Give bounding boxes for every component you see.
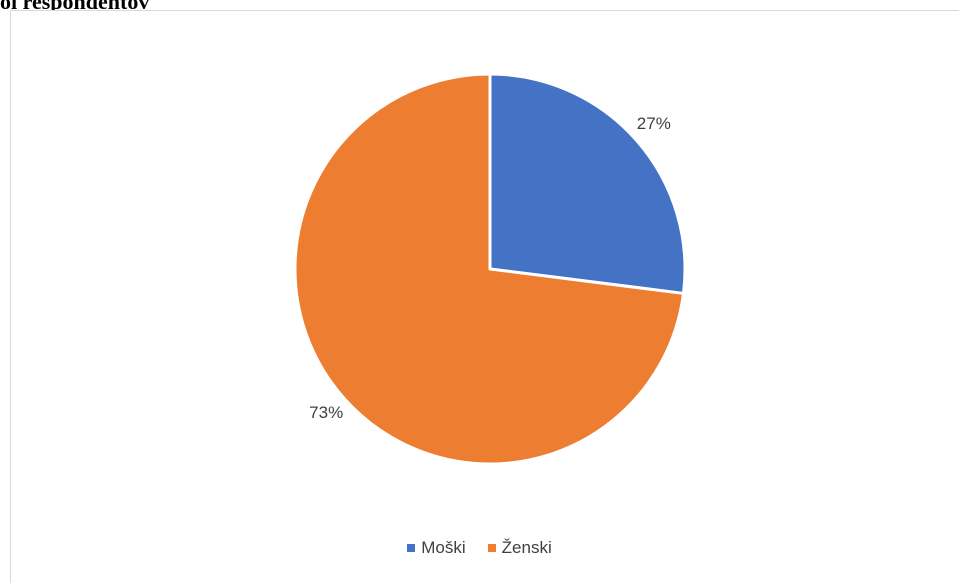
- data-label-2: 73%: [309, 403, 343, 422]
- legend-label-1: Moški: [421, 538, 466, 557]
- legend-label-2: Ženski: [501, 538, 552, 557]
- data-label-1: 27%: [637, 114, 671, 133]
- chart-legend: Moški Ženski: [0, 538, 959, 558]
- legend-item-1: Moški: [407, 538, 466, 558]
- legend-swatch-1: [407, 544, 416, 552]
- pie-slice-2: [293, 72, 685, 466]
- pie-slice-1: [488, 72, 687, 295]
- legend-swatch-2: [487, 544, 496, 552]
- legend-item-2: Ženski: [487, 538, 552, 558]
